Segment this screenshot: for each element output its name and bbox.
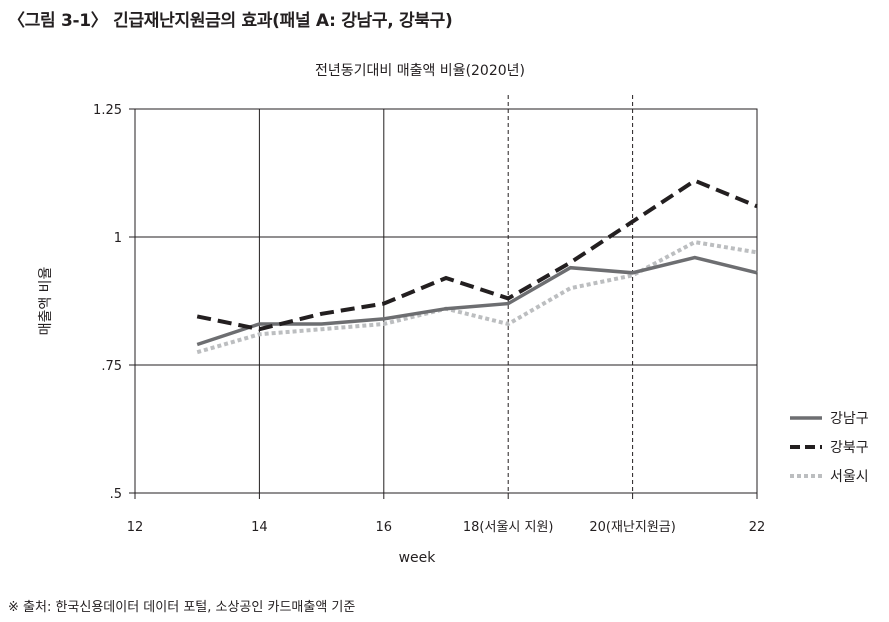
legend-label: 강북구 xyxy=(830,440,869,456)
y-tick-label: .75 xyxy=(101,359,122,374)
x-tick-label: 20(재난지원금) xyxy=(589,520,676,535)
y-axis-label: 매출액 비율 xyxy=(38,266,54,335)
series-line-3 xyxy=(196,240,758,355)
series-lines xyxy=(196,178,758,355)
x-tick-label: 16 xyxy=(376,520,393,535)
y-tick-label: .5 xyxy=(110,487,122,502)
x-axis-label: week xyxy=(399,550,437,566)
legend-label: 서울시 xyxy=(830,469,869,485)
figure-source-note: ※ 출처: 한국신용데이터 데이터 포털, 소상공인 카드매출액 기준 xyxy=(8,600,356,615)
legend-label: 강남구 xyxy=(830,411,869,427)
x-tick-label: 14 xyxy=(251,520,268,535)
x-tick-label: 18(서울시 지원) xyxy=(463,520,554,535)
series-line-1 xyxy=(196,255,758,347)
series-line-2 xyxy=(196,178,758,332)
x-tick-label: 22 xyxy=(749,520,766,535)
tick-labels: .5 .75 1 1.25 12 14 16 18(서울시 지원) 20(재난지원금) 22 xyxy=(93,103,765,535)
y-tick-label: 1 xyxy=(114,231,122,246)
figure-title: 〈그림 3-1〉 긴급재난지원금의 효과(패널 A: 강남구, 강북구) xyxy=(8,11,453,31)
plot-frame xyxy=(134,108,758,494)
x-tick-label: 12 xyxy=(127,520,144,535)
gridlines xyxy=(129,108,758,499)
y-tick-label: 1.25 xyxy=(93,103,122,118)
event-lines xyxy=(507,95,634,493)
chart-title: 전년동기대비 매출액 비율(2020년) xyxy=(315,63,525,79)
